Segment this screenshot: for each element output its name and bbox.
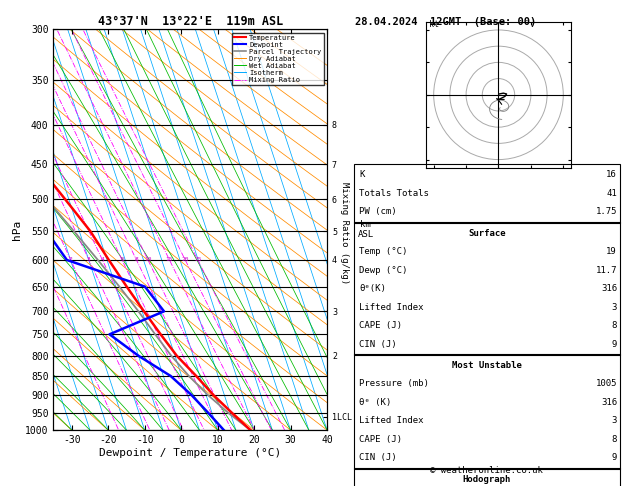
Text: © weatheronline.co.uk: © weatheronline.co.uk [430,466,543,475]
Text: 3: 3 [87,258,91,262]
Text: 3: 3 [611,417,617,425]
Text: CIN (J): CIN (J) [359,340,397,348]
Text: 11.7: 11.7 [596,266,617,275]
Text: 6: 6 [120,258,124,262]
Text: CAPE (J): CAPE (J) [359,321,402,330]
Text: Lifted Index: Lifted Index [359,417,424,425]
Text: θᵉ(K): θᵉ(K) [359,284,386,293]
Text: 1.75: 1.75 [596,208,617,216]
Text: 25: 25 [194,258,201,262]
Text: 19: 19 [606,247,617,256]
Text: CIN (J): CIN (J) [359,453,397,462]
Y-axis label: hPa: hPa [13,220,22,240]
Text: Temp (°C): Temp (°C) [359,247,408,256]
Text: 3: 3 [611,303,617,312]
Text: kt: kt [429,20,439,29]
Title: 43°37'N  13°22'E  119m ASL: 43°37'N 13°22'E 119m ASL [97,15,283,28]
Text: Totals Totals: Totals Totals [359,189,429,198]
Text: K: K [359,171,365,179]
Text: Pressure (mb): Pressure (mb) [359,380,429,388]
Text: 41: 41 [606,189,617,198]
Text: 316: 316 [601,284,617,293]
Text: 8: 8 [611,435,617,444]
Text: 2: 2 [69,258,72,262]
Text: Most Unstable: Most Unstable [452,361,522,370]
Text: 316: 316 [601,398,617,407]
Text: Lifted Index: Lifted Index [359,303,424,312]
Text: PW (cm): PW (cm) [359,208,397,216]
Text: 9: 9 [611,453,617,462]
Text: 16: 16 [606,171,617,179]
Text: 10: 10 [144,258,152,262]
Text: 1005: 1005 [596,380,617,388]
Text: Surface: Surface [468,229,506,238]
Text: 28.04.2024  12GMT  (Base: 00): 28.04.2024 12GMT (Base: 00) [355,17,537,27]
Text: Mixing Ratio (g/kg): Mixing Ratio (g/kg) [340,182,349,284]
Text: Dewp (°C): Dewp (°C) [359,266,408,275]
Text: 20: 20 [182,258,189,262]
Text: 8: 8 [611,321,617,330]
Y-axis label: km
ASL: km ASL [358,220,374,239]
Legend: Temperature, Dewpoint, Parcel Trajectory, Dry Adiabat, Wet Adiabat, Isotherm, Mi: Temperature, Dewpoint, Parcel Trajectory… [232,33,323,85]
Text: 15: 15 [165,258,173,262]
Text: 9: 9 [611,340,617,348]
Text: θᵉ (K): θᵉ (K) [359,398,391,407]
Text: CAPE (J): CAPE (J) [359,435,402,444]
X-axis label: Dewpoint / Temperature (°C): Dewpoint / Temperature (°C) [99,448,281,458]
Text: Hodograph: Hodograph [463,475,511,484]
Text: 4: 4 [101,258,104,262]
Text: 8: 8 [135,258,138,262]
